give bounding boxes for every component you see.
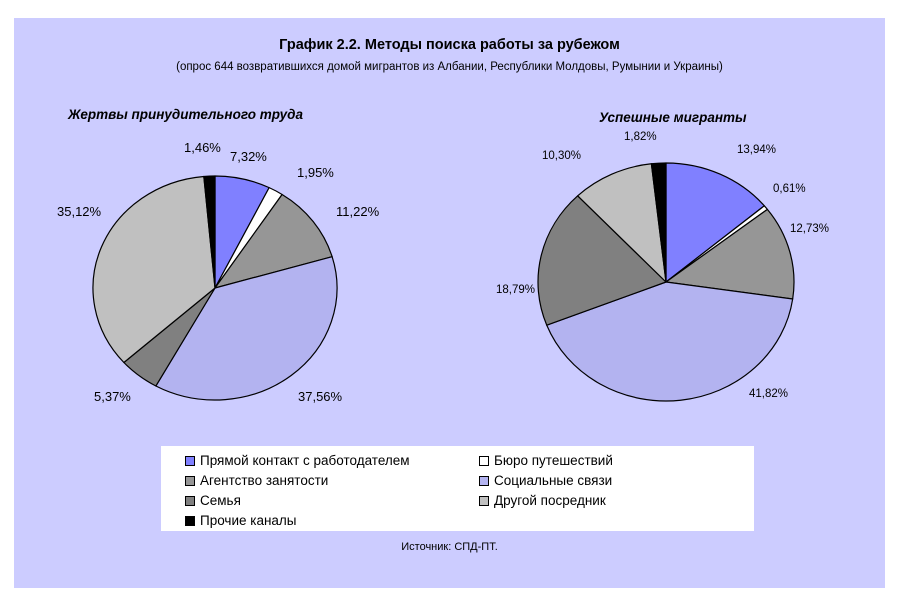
pie1-slice-4 bbox=[155, 256, 338, 401]
legend-label: Семья bbox=[200, 493, 241, 508]
legend-label: Социальные связи bbox=[494, 473, 613, 488]
legend-item: Прочие каналы bbox=[185, 513, 297, 528]
pie1-value-label-6: 35,12% bbox=[57, 204, 102, 219]
legend-item: Агентство занятости bbox=[185, 473, 328, 488]
pie1-slice-7 bbox=[203, 175, 216, 289]
pie1-value-label-5: 5,37% bbox=[94, 389, 131, 404]
pie2-value-label-2: 0,61% bbox=[773, 183, 806, 195]
legend: Прямой контакт с работодателем Бюро путеш… bbox=[161, 446, 754, 531]
pie-title-forced-labour: Жертвы принудительного труда bbox=[68, 107, 303, 122]
pie-title-successful-migrants: Успешные мигранты bbox=[599, 110, 747, 125]
pie2-value-label-3: 12,73% bbox=[790, 223, 830, 235]
pie2-slice-3 bbox=[665, 208, 795, 300]
pie1-value-label-1: 7,32% bbox=[230, 149, 267, 164]
legend-label: Агентство занятости bbox=[200, 473, 329, 488]
pie1-value-label-3: 11,22% bbox=[336, 204, 380, 219]
pie2-value-label-1: 13,94% bbox=[737, 144, 777, 156]
pie2-value-label-5: 18,79% bbox=[496, 284, 536, 296]
legend-item: Другой посредник bbox=[479, 493, 606, 508]
pie2-value-label-7: 1,82% bbox=[624, 131, 657, 143]
legend-swatch bbox=[185, 515, 195, 526]
legend-swatch bbox=[479, 495, 489, 506]
pie2-value-label-4: 41,82% bbox=[749, 388, 789, 400]
pie2-slice-6 bbox=[577, 163, 667, 283]
pie2-slice-4 bbox=[546, 281, 794, 402]
legend-label: Другой посредник bbox=[494, 493, 606, 508]
legend-item: Семья bbox=[185, 493, 241, 508]
legend-item: Бюро путешествий bbox=[479, 453, 613, 468]
legend-item: Социальные связи bbox=[479, 473, 612, 488]
legend-swatch bbox=[479, 475, 489, 486]
pie2-slice-1 bbox=[665, 162, 765, 283]
legend-label: Прямой контакт с работодателем bbox=[200, 453, 410, 468]
pie1-value-label-7: 1,46% bbox=[184, 140, 221, 155]
legend-swatch bbox=[185, 455, 195, 466]
chart-subtitle: (опрос 644 возвратившихся домой мигранто… bbox=[176, 61, 723, 73]
legend-swatch bbox=[185, 475, 195, 486]
pie2-value-label-6: 10,30% bbox=[542, 150, 582, 162]
legend-item: Прямой контакт с работодателем bbox=[185, 453, 410, 468]
chart-panel: График 2.2. Методы поиска работы за рубе… bbox=[14, 18, 885, 588]
legend-label: Бюро путешествий bbox=[494, 453, 613, 468]
pie1-slice-3 bbox=[214, 193, 333, 289]
pie1-slice-6 bbox=[92, 175, 216, 364]
legend-label: Прочие каналы bbox=[200, 513, 297, 528]
pie1-value-label-4: 37,56% bbox=[298, 389, 343, 404]
pie2-slice-5 bbox=[537, 195, 667, 326]
legend-swatch bbox=[479, 455, 489, 466]
legend-swatch bbox=[185, 495, 195, 506]
source-note: Источник: СПД-ПТ. bbox=[401, 541, 498, 553]
pie2-slice-7 bbox=[650, 162, 667, 283]
chart-title: График 2.2. Методы поиска работы за рубе… bbox=[279, 37, 620, 53]
pie-charts-area bbox=[92, 162, 795, 402]
pie1-value-label-2: 1,95% bbox=[297, 165, 334, 180]
